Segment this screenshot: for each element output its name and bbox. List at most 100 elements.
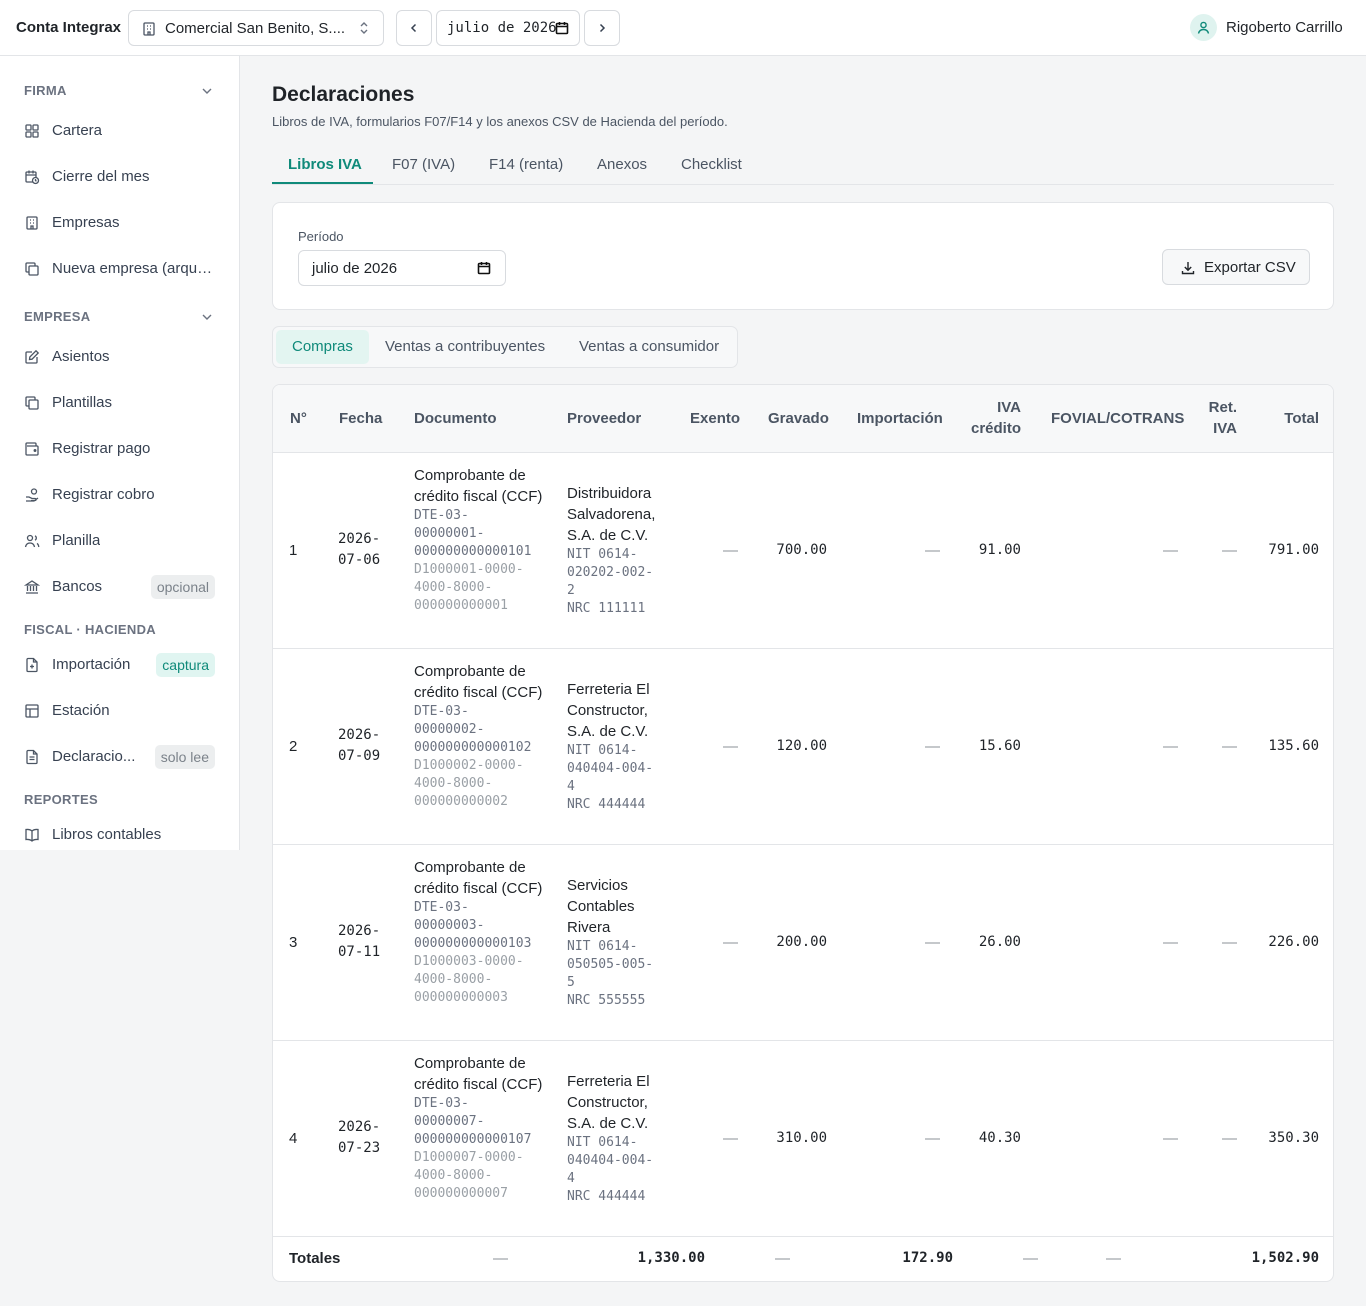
export-csv-label: Exportar CSV — [1204, 259, 1296, 276]
document-cell: Comprobante de crédito fiscal (CCF) DTE-… — [414, 661, 544, 811]
chevron-down-icon[interactable] — [200, 84, 214, 103]
fovial-value: — — [1163, 1130, 1178, 1147]
sidebar-item-label: Libros contables — [52, 826, 162, 843]
total-value: 350.30 — [1268, 1130, 1319, 1146]
month-value: julio de 2026 — [447, 20, 557, 36]
tab-libros-iva[interactable]: Libros IVA — [288, 156, 362, 173]
iva-value: 40.30 — [978, 1130, 1021, 1146]
exento-value: — — [723, 542, 738, 559]
provider-ids: NIT 0614- 020202-002- 2 NRC 111111 — [567, 547, 654, 616]
segment-ventas-consumidor[interactable]: Ventas a consumidor — [579, 338, 720, 355]
sidebar-section-reportes: REPORTES — [24, 792, 98, 807]
active-tab-indicator — [272, 182, 373, 184]
totals-iva: 172.90 — [902, 1250, 953, 1266]
provider-name: Distribuidora Salvadorena, S.A. de C.V. — [567, 485, 656, 544]
importacion-value: — — [925, 542, 940, 559]
building-icon — [24, 215, 40, 236]
sidebar-item-cierre[interactable]: Cierre del mes — [24, 162, 219, 192]
provider-ids: NIT 0614- 040404-004- 4 NRC 444444 — [567, 743, 654, 812]
provider-ids: NIT 0614- 050505-005- 5 NRC 555555 — [567, 939, 654, 1008]
provider-ids: NIT 0614- 040404-004- 4 NRC 444444 — [567, 1135, 654, 1204]
segment-ventas-contribuyentes[interactable]: Ventas a contribuyentes — [385, 338, 546, 355]
table-row[interactable]: 1 2026- 07-06 Comprobante de crédito fisc… — [273, 453, 1333, 649]
sidebar-item-planilla[interactable]: Planilla — [24, 526, 219, 556]
period-input[interactable]: julio de 2026 — [298, 250, 506, 286]
sidebar-item-label: Estación — [52, 702, 110, 719]
provider-cell: Distribuidora Salvadorena, S.A. de C.V. … — [567, 483, 667, 618]
sidebar-item-importacion[interactable]: Importación captura — [24, 650, 219, 680]
sidebar-item-asientos[interactable]: Asientos — [24, 342, 219, 372]
provider-cell: Ferreteria El Constructor, S.A. de C.V. … — [567, 679, 667, 814]
totals-gravado: 1,330.00 — [637, 1250, 705, 1266]
ret-value: — — [1222, 738, 1237, 755]
app-brand: Conta Integrax — [16, 19, 122, 36]
exento-value: — — [723, 934, 738, 951]
users-icon — [24, 533, 40, 554]
calendar-icon[interactable] — [477, 261, 491, 280]
table-header: N° Fecha Documento Proveedor Exento Grav… — [273, 385, 1333, 453]
col-documento: Documento — [414, 410, 497, 427]
col-fovial: FOVIAL/COTRANS — [1051, 410, 1185, 427]
sidebar-item-registrar-pago[interactable]: Registrar pago — [24, 434, 219, 464]
row-date: 2026- 07-06 — [338, 531, 381, 568]
sidebar-item-estacion[interactable]: Estación — [24, 696, 219, 726]
document-code: D1000001-0000- 4000-8000- 000000000001 — [414, 562, 524, 613]
sidebar-item-plantillas[interactable]: Plantillas — [24, 388, 219, 418]
fovial-value: — — [1163, 934, 1178, 951]
sidebar-item-bancos[interactable]: Bancos opcional — [23, 572, 219, 602]
importacion-value: — — [925, 1130, 940, 1147]
sidebar-section-empresa: EMPRESA — [24, 309, 91, 324]
calendar-icon[interactable] — [555, 21, 569, 40]
row-date: 2026- 07-09 — [338, 727, 381, 764]
gravado-value: 200.00 — [776, 934, 827, 950]
gravado-value: 700.00 — [776, 542, 827, 558]
wallet-icon — [24, 441, 40, 462]
col-ret-iva: Ret. IVA — [1208, 399, 1237, 437]
top-bar: Conta Integrax Comercial San Benito, S..… — [0, 0, 1366, 56]
provider-name: Ferreteria El Constructor, S.A. de C.V. — [567, 1073, 650, 1132]
status-badge: solo lee — [154, 745, 215, 769]
document-code: D1000002-0000- 4000-8000- 000000000002 — [414, 758, 524, 809]
iva-value: 26.00 — [978, 934, 1021, 950]
next-month-button[interactable] — [584, 10, 620, 46]
sidebar-item-label: Registrar pago — [52, 440, 151, 457]
sidebar-item-label: Bancos — [52, 578, 103, 595]
prev-month-button[interactable] — [396, 10, 432, 46]
provider-cell: Ferreteria El Constructor, S.A. de C.V. … — [567, 1071, 667, 1206]
tab-anexos[interactable]: Anexos — [597, 156, 648, 173]
sidebar-item-cartera[interactable]: Cartera — [24, 116, 219, 146]
sidebar-item-nueva-empresa[interactable]: Nueva empresa (arque... — [24, 254, 219, 284]
sidebar-item-label: Planilla — [52, 532, 101, 549]
status-badge: captura — [156, 653, 215, 677]
sidebar-item-declaraciones[interactable]: Declaracio... solo lee — [24, 742, 219, 772]
segment-compras[interactable]: Compras — [276, 330, 369, 364]
sidebar-item-empresas[interactable]: Empresas — [24, 208, 219, 238]
document-type: Comprobante de crédito fiscal (CCF) — [414, 1055, 543, 1093]
export-csv-button[interactable]: Exportar CSV — [1162, 249, 1310, 285]
company-name: Comercial San Benito, S.... — [165, 20, 346, 37]
row-date: 2026- 07-23 — [338, 1119, 381, 1156]
row-date: 2026- 07-11 — [338, 923, 381, 960]
sidebar-item-libros-contables[interactable]: Libros contables — [24, 820, 219, 850]
document-number: DTE-03- 00000002- 000000000000102 — [414, 704, 532, 755]
tab-f14[interactable]: F14 (renta) — [489, 156, 564, 173]
user-name: Rigoberto Carrillo — [1226, 19, 1343, 36]
document-cell: Comprobante de crédito fiscal (CCF) DTE-… — [414, 1053, 544, 1203]
totals-ret: — — [1106, 1250, 1121, 1267]
sidebar-item-label: Cierre del mes — [52, 168, 150, 185]
col-fecha: Fecha — [339, 410, 383, 427]
month-input[interactable]: julio de 2026 — [436, 10, 580, 46]
fovial-value: — — [1163, 738, 1178, 755]
table-row[interactable]: 4 2026- 07-23 Comprobante de crédito fisc… — [273, 1041, 1333, 1237]
chevron-down-icon[interactable] — [200, 310, 214, 329]
row-number: 2 — [289, 738, 298, 755]
table-row[interactable]: 2 2026- 07-09 Comprobante de crédito fisc… — [273, 649, 1333, 845]
col-proveedor: Proveedor — [567, 410, 642, 427]
tab-checklist[interactable]: Checklist — [681, 156, 742, 173]
sidebar-item-registrar-cobro[interactable]: Registrar cobro — [24, 480, 219, 510]
table-row[interactable]: 3 2026- 07-11 Comprobante de crédito fisc… — [273, 845, 1333, 1041]
tab-f07[interactable]: F07 (IVA) — [392, 156, 456, 173]
company-selector[interactable]: Comercial San Benito, S.... — [128, 10, 384, 46]
col-iva-credito: IVA crédito — [970, 399, 1021, 437]
page-title: Declaraciones — [272, 83, 415, 106]
